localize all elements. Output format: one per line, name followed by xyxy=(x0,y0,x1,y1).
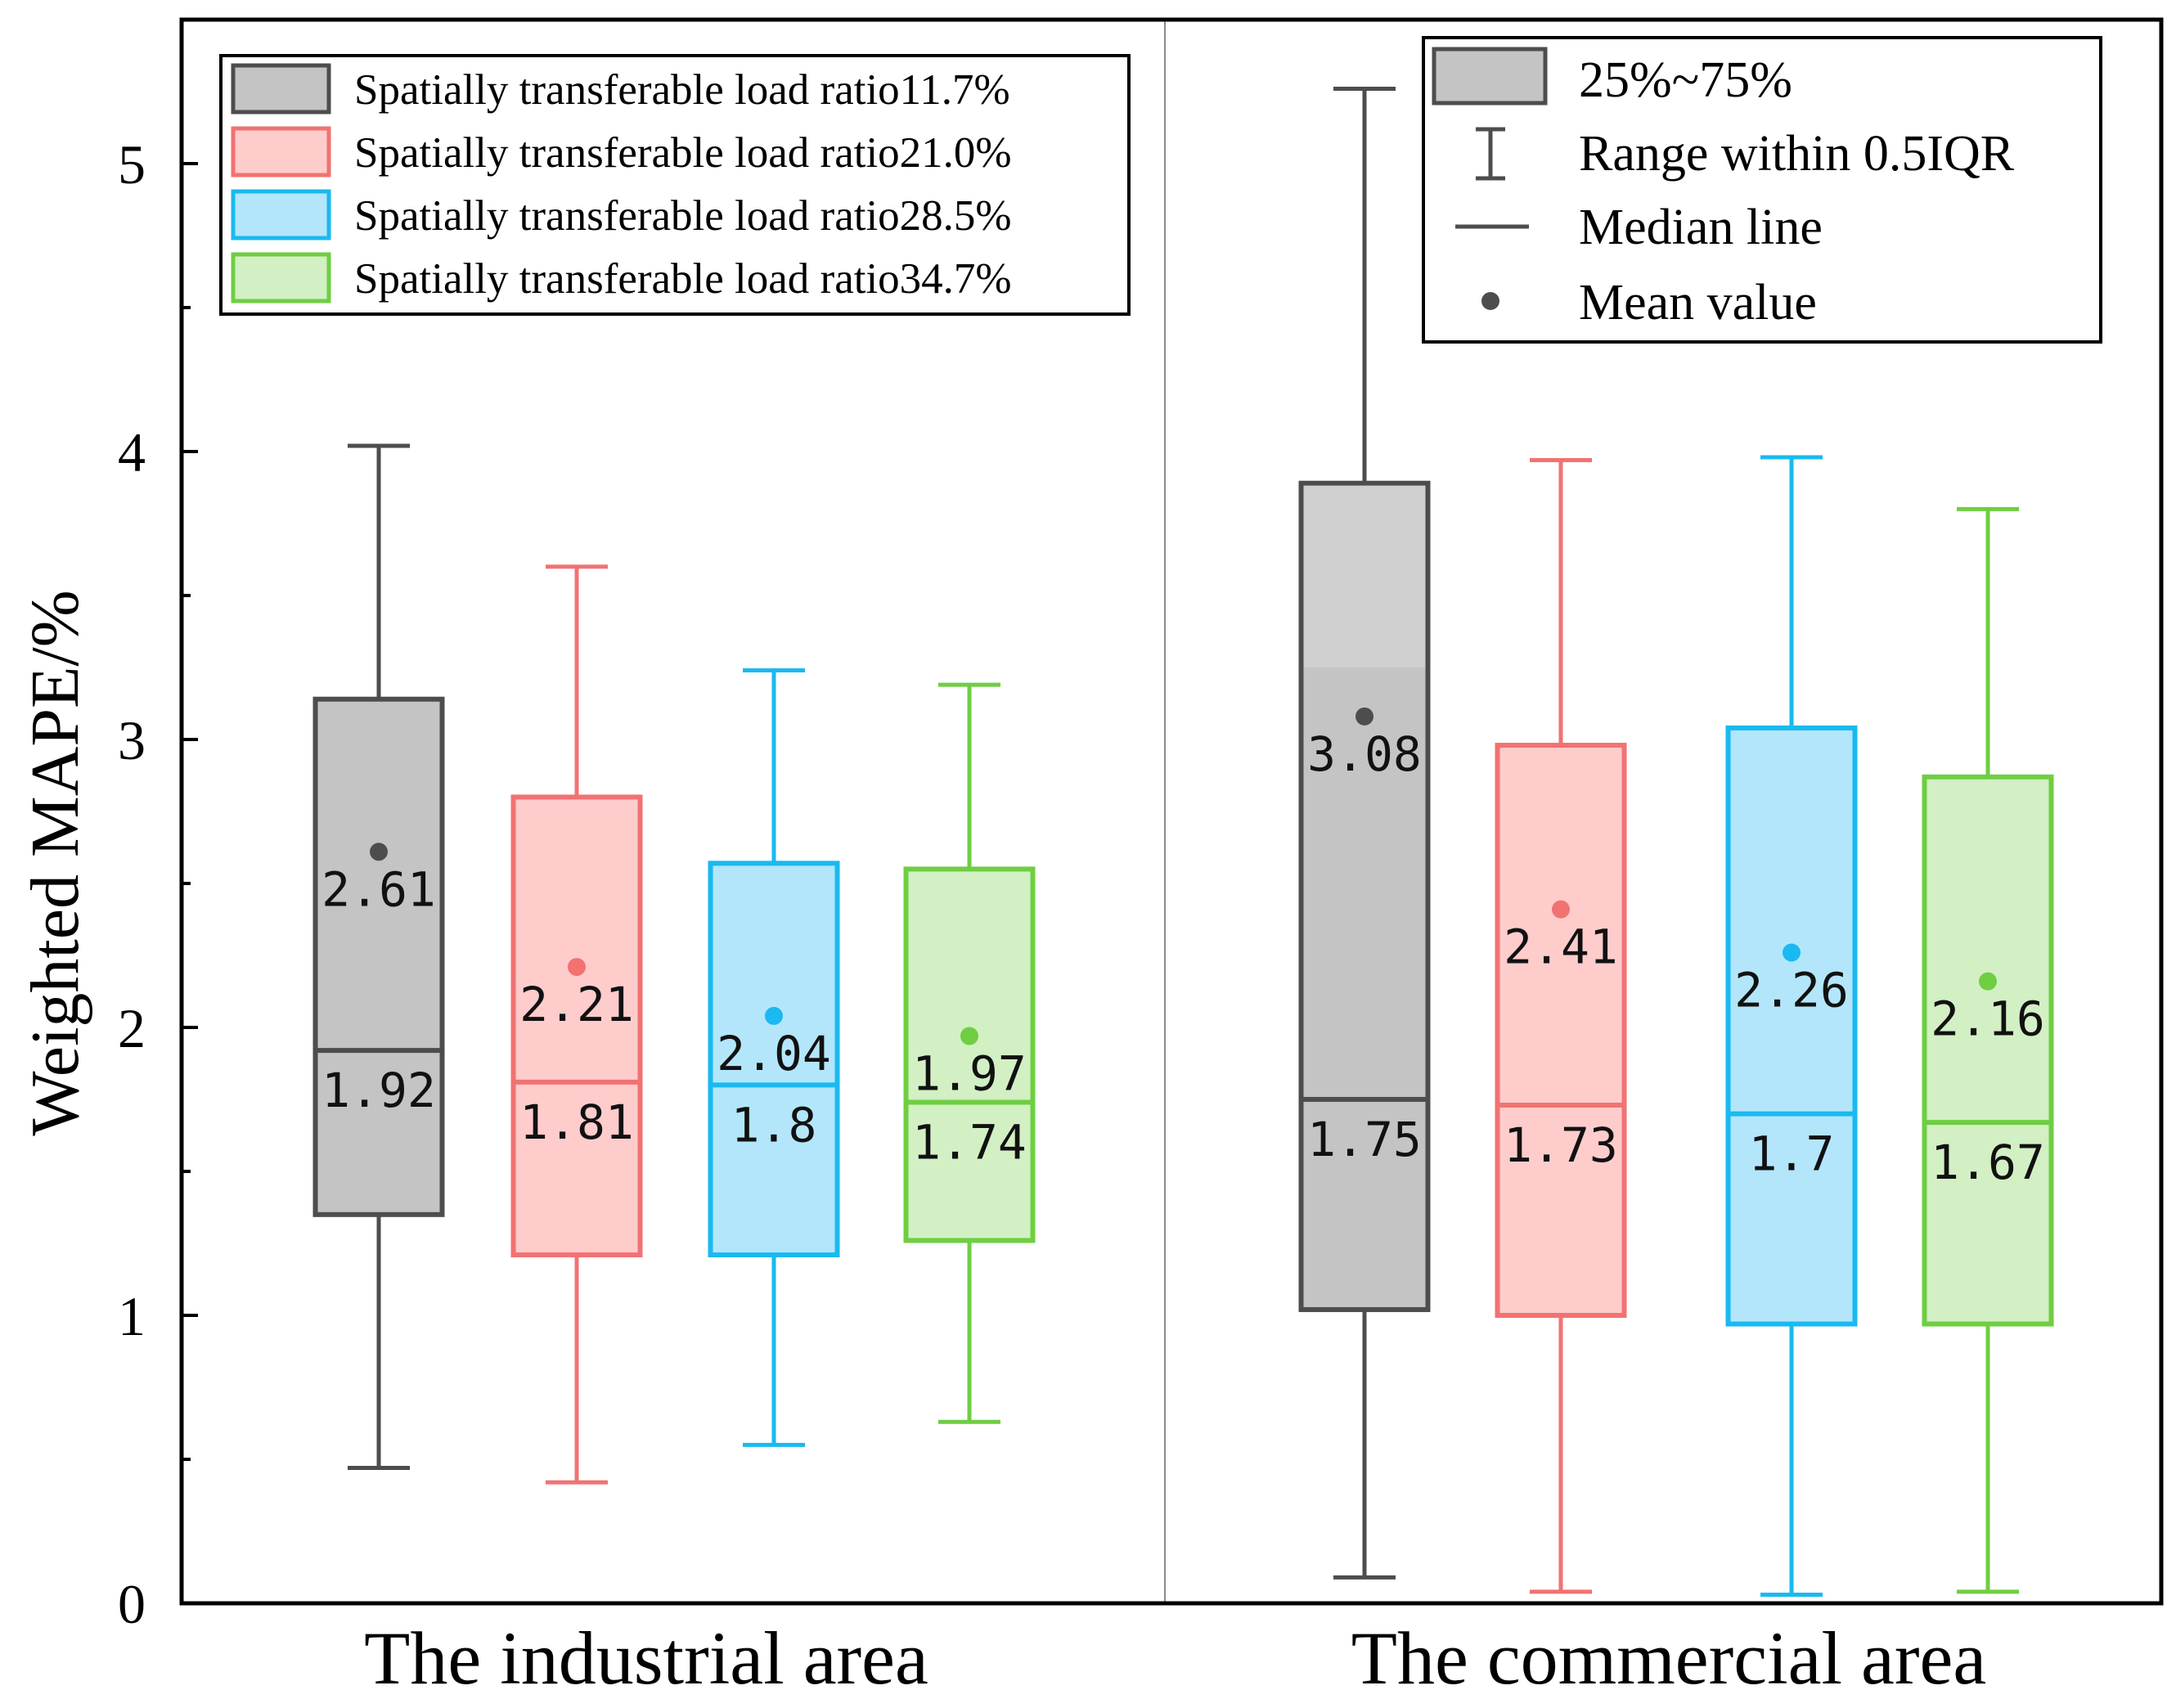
box-group: 3.08 1.75 xyxy=(1298,86,1431,1580)
box-group: 2.41 1.73 xyxy=(1495,458,1627,1594)
box-highlight xyxy=(1303,485,1426,667)
box-group: 2.61 1.92 xyxy=(312,443,445,1471)
mean-dot xyxy=(1552,900,1570,919)
group-label-industrial: The industrial area xyxy=(364,1616,928,1700)
box-group: 2.21 1.81 xyxy=(510,564,643,1485)
y-tick-label: 3 xyxy=(118,709,146,771)
y-axis: 0 1 2 3 4 5 xyxy=(118,18,198,1635)
y-tick-label: 0 xyxy=(118,1573,146,1635)
mean-value-label: 2.16 xyxy=(1931,991,2045,1047)
y-tick-label: 2 xyxy=(118,997,146,1059)
y-axis-label: Weighted MAPE/% xyxy=(17,590,93,1136)
legend-label-21-0: Spatially transferable load ratio21.0% xyxy=(354,129,1012,177)
mean-value-label: 2.61 xyxy=(321,861,436,917)
key-legend: 25%~75% Range within 0.5IQR Median line … xyxy=(1422,36,2102,344)
legend-label-11-7: Spatially transferable load ratio11.7% xyxy=(354,66,1010,114)
iqr-box xyxy=(903,866,1036,1243)
mean-value-label: 3.08 xyxy=(1307,726,1422,782)
box-group: 1.97 1.74 xyxy=(903,682,1036,1424)
median-value-label: 1.75 xyxy=(1307,1112,1422,1167)
mean-dot xyxy=(765,1006,783,1025)
iqr-box xyxy=(312,696,445,1217)
key-whisker-label: Range within 0.5IQR xyxy=(1579,126,2015,182)
mean-value-label: 2.04 xyxy=(717,1026,831,1081)
boxes-layer: 2.611.923.081.752.211.812.411.732.041.82… xyxy=(312,86,2054,1597)
mean-value-label: 1.97 xyxy=(912,1046,1027,1102)
series-legend-frame xyxy=(219,54,1131,316)
key-box-label: 25%~75% xyxy=(1579,52,1792,108)
legend-label-28-5: Spatially transferable load ratio28.5% xyxy=(354,192,1012,240)
mean-value-label: 2.41 xyxy=(1504,919,1618,975)
iqr-box xyxy=(1922,774,2054,1327)
y-tick-label: 1 xyxy=(118,1285,146,1347)
median-value-label: 1.8 xyxy=(731,1097,817,1153)
legend-label-34-7: Spatially transferable load ratio34.7% xyxy=(354,255,1012,303)
median-value-label: 1.67 xyxy=(1931,1135,2045,1190)
median-value-label: 1.7 xyxy=(1749,1126,1835,1182)
legend-swatch-21-0 xyxy=(231,126,331,178)
y-tick-label: 5 xyxy=(118,133,146,196)
mean-dot xyxy=(1783,943,1801,962)
key-mean-label: Mean value xyxy=(1579,275,1817,330)
y-tick-label: 4 xyxy=(118,421,146,483)
mean-dot xyxy=(1979,972,1997,991)
box-group: 2.26 1.7 xyxy=(1725,455,1858,1597)
mean-value-label: 2.26 xyxy=(1734,962,1849,1018)
mean-value-label: 2.21 xyxy=(519,977,634,1032)
series-legend: Spatially transferable load ratio11.7% S… xyxy=(219,54,1131,316)
iqr-box xyxy=(708,861,840,1258)
legend-swatch-34-7 xyxy=(231,252,331,303)
key-box-swatch xyxy=(1432,47,1548,106)
mean-dot xyxy=(370,843,388,861)
key-mean-dot xyxy=(1481,292,1499,310)
legend-swatch-11-7 xyxy=(231,63,331,115)
mean-dot xyxy=(960,1027,978,1045)
box-group: 2.04 1.8 xyxy=(708,668,840,1447)
mean-dot xyxy=(568,958,586,977)
box-group: 2.16 1.67 xyxy=(1922,506,2054,1594)
iqr-box xyxy=(1495,743,1627,1318)
iqr-box xyxy=(1725,725,1858,1327)
iqr-box xyxy=(510,794,643,1258)
plot-frame xyxy=(179,17,2164,1606)
mean-dot xyxy=(1355,707,1373,726)
key-median-label: Median line xyxy=(1579,200,1823,255)
legend-swatch-28-5 xyxy=(231,189,331,240)
median-value-label: 1.74 xyxy=(912,1115,1027,1171)
median-value-label: 1.92 xyxy=(321,1063,436,1118)
median-value-label: 1.73 xyxy=(1504,1117,1618,1173)
median-value-label: 1.81 xyxy=(519,1094,634,1150)
group-label-commercial: The commercial area xyxy=(1351,1616,1986,1700)
